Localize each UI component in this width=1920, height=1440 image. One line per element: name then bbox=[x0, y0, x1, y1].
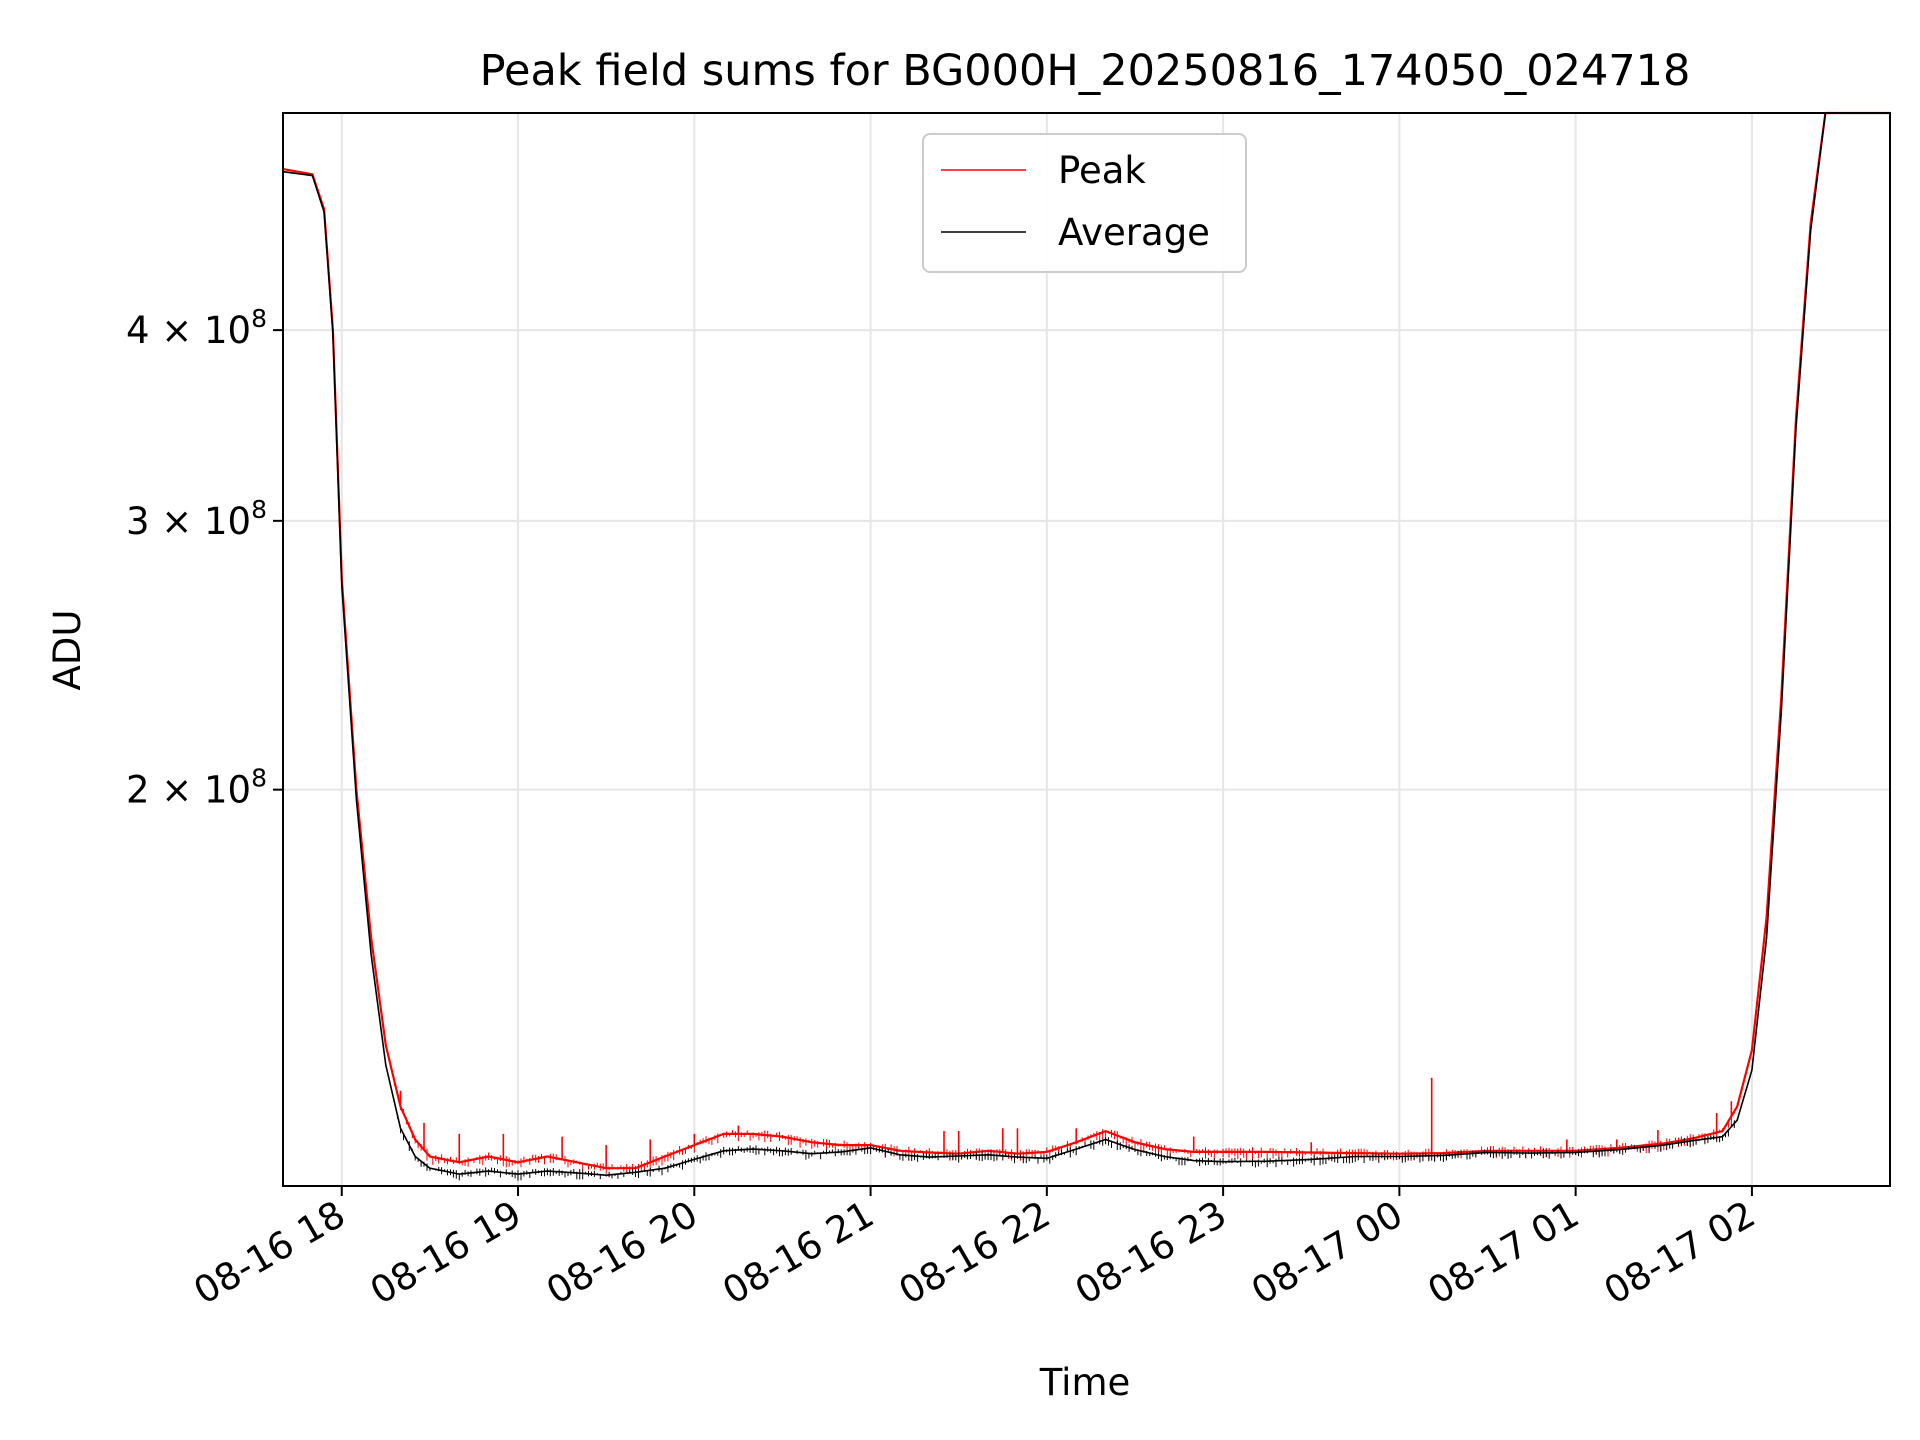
plot-area bbox=[282, 111, 1890, 1181]
legend-label-peak: Peak bbox=[1058, 149, 1146, 192]
legend-box bbox=[922, 133, 1247, 273]
legend-label-average: Average bbox=[1058, 211, 1210, 254]
grid bbox=[283, 113, 1890, 1186]
y-axis-label: ADU bbox=[46, 610, 89, 691]
series-noise-average bbox=[394, 1101, 1738, 1181]
y-tick-label: 3 × 108 bbox=[126, 495, 267, 543]
chart-title: Peak field sums for BG000H_20250816_1740… bbox=[480, 46, 1691, 96]
y-tick-label: 2 × 108 bbox=[126, 764, 267, 812]
legend: Peak Average bbox=[922, 133, 1247, 273]
x-axis-label: Time bbox=[1039, 1361, 1131, 1404]
y-axis: 2 × 108 3 × 108 4 × 108 bbox=[126, 304, 283, 812]
y-tick-label: 4 × 108 bbox=[126, 304, 267, 352]
axes-frame bbox=[282, 112, 1891, 1187]
